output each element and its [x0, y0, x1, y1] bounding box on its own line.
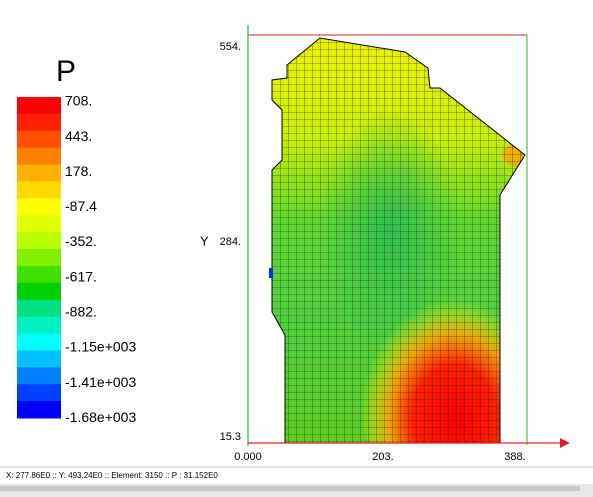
legend-band — [17, 384, 61, 402]
legend-band — [17, 282, 61, 301]
legend-label: 443. — [65, 128, 92, 144]
legend-title: P — [56, 55, 76, 88]
legend-label: 178. — [65, 163, 92, 179]
legend-band — [17, 198, 61, 216]
legend-band — [17, 181, 61, 199]
x-tick-label: 388. — [504, 451, 525, 463]
y-tick-label: 15.3 — [220, 431, 241, 443]
legend-band — [17, 97, 61, 115]
legend-label: 708. — [65, 93, 92, 109]
legend-band — [17, 316, 61, 335]
legend-band — [17, 350, 61, 368]
legend-band — [17, 401, 61, 419]
legend-band — [17, 232, 61, 250]
legend-label: -1.15e+003 — [65, 339, 136, 355]
legend-label: -87.4 — [65, 198, 97, 214]
legend: 708. 443. 178. -87.4 -352. -617. -882. -1.15e+0… — [17, 93, 136, 425]
x-tick-label: 203. — [372, 451, 393, 463]
legend-label: -1.68e+003 — [65, 409, 136, 425]
legend-band — [17, 367, 61, 385]
legend-band — [17, 164, 61, 182]
legend-band — [17, 249, 61, 267]
legend-band — [17, 299, 61, 318]
legend-label: -617. — [65, 268, 97, 284]
plot: Y 554. 284. 15.3 0.000 203. 388. — [200, 25, 570, 463]
legend-label: -882. — [65, 303, 97, 319]
contour-mesh — [272, 38, 525, 443]
x-axis-arrow — [560, 438, 570, 448]
y-tick-label: 554. — [220, 41, 241, 53]
legend-band — [17, 113, 61, 132]
status-area: X: 277.86E0 :: Y: 493.24E0 :: Element: 3… — [0, 466, 593, 497]
legend-label: -1.41e+003 — [65, 374, 136, 390]
y-tick-label: 284. — [220, 236, 241, 248]
legend-label: -352. — [65, 233, 97, 249]
x-tick-label: 0.000 — [234, 451, 262, 463]
legend-band — [17, 265, 61, 284]
y-axis-label: Y — [200, 233, 209, 248]
min-spot — [269, 268, 273, 278]
legend-band — [17, 215, 61, 233]
legend-band — [17, 333, 61, 351]
legend-band — [17, 147, 61, 166]
scrollbar[interactable] — [0, 486, 580, 491]
legend-band — [17, 130, 61, 149]
status-text: X: 277.86E0 :: Y: 493.24E0 :: Element: 3… — [6, 471, 218, 480]
part-outline — [271, 37, 526, 444]
